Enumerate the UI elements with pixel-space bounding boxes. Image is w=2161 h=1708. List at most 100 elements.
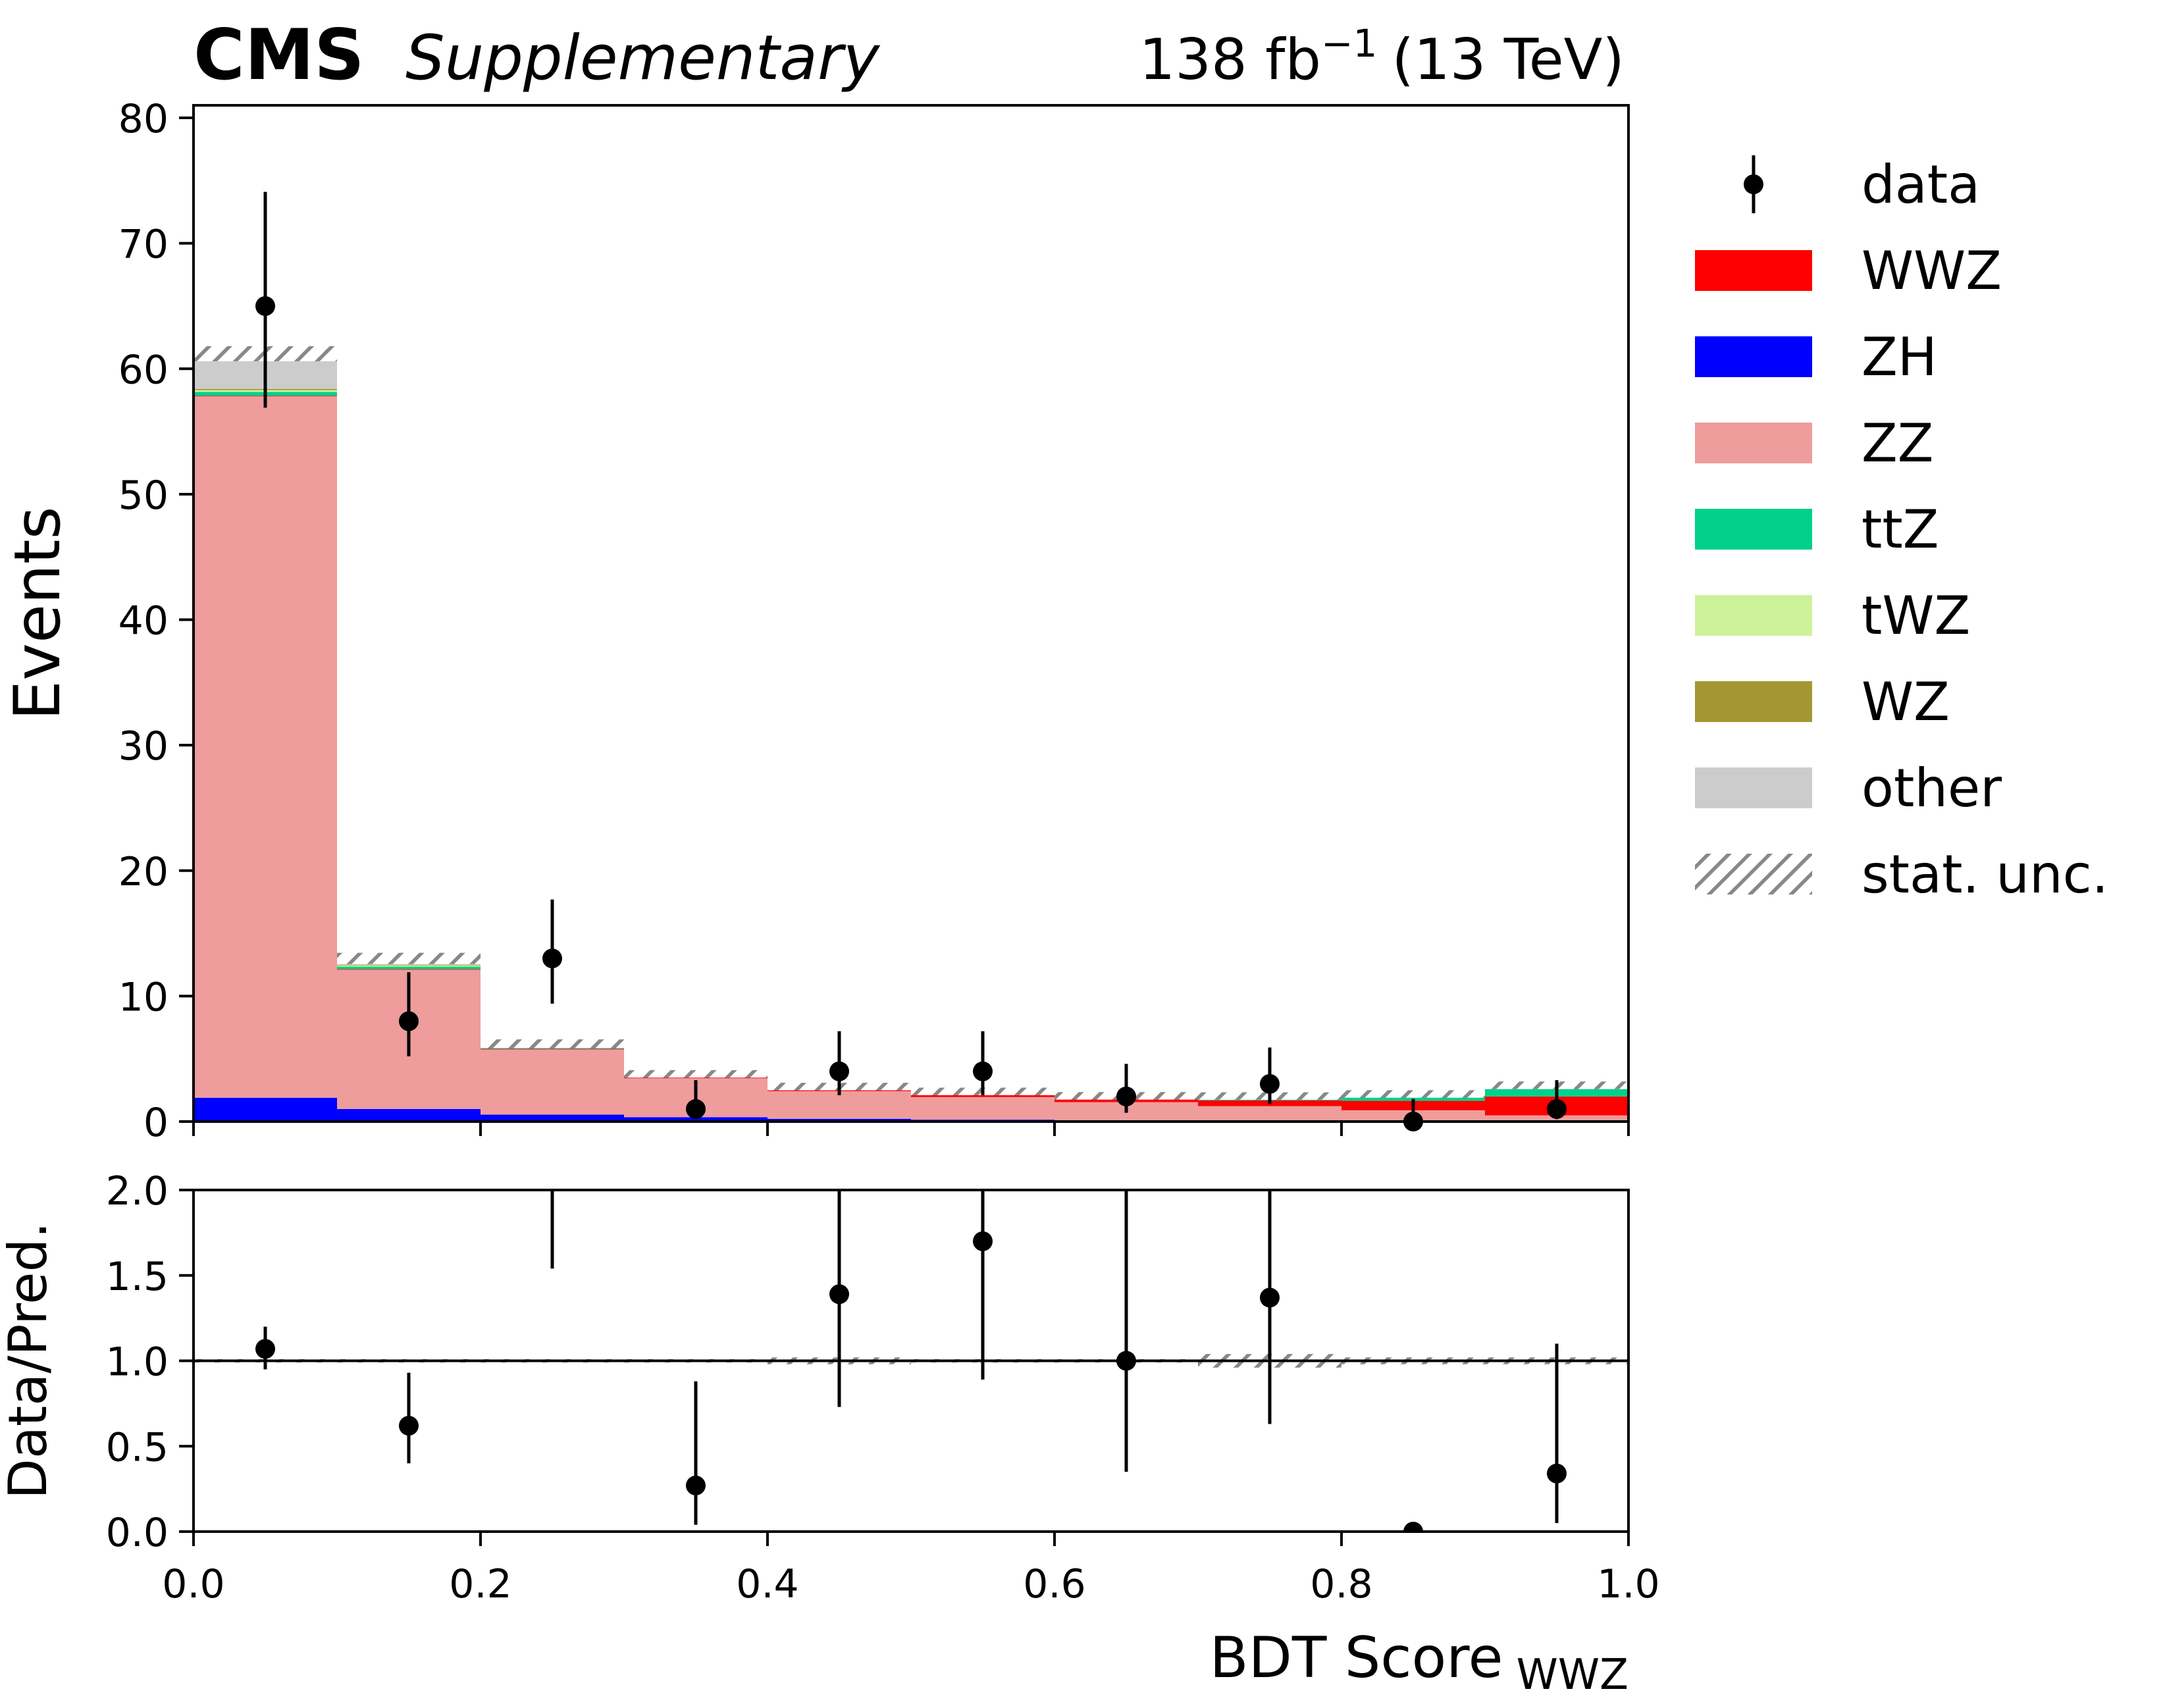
bar-zz-bin-5	[911, 1097, 1054, 1120]
bar-zz-bin-4	[768, 1091, 911, 1119]
ratio-y-tick-label: 2.0	[106, 1168, 169, 1214]
stat-unc-bin-3	[624, 1070, 768, 1078]
bar-zh-bin-2	[481, 1114, 624, 1122]
lumi-exponent: −1	[1321, 21, 1378, 66]
data-point	[542, 948, 562, 969]
x-tick-label: 1.0	[1597, 1561, 1659, 1607]
legend-item-twz: tWZ	[1695, 585, 1970, 646]
lumi-energy: (13 TeV)	[1392, 27, 1625, 93]
legend-label: tWZ	[1862, 585, 1970, 646]
ratio-points	[255, 1163, 1567, 1532]
data-point	[399, 1011, 419, 1031]
main-plot-frame	[192, 104, 1630, 1123]
legend-item-data: data	[1744, 154, 1980, 215]
x-axis-title: BDT Score WWZ	[1210, 1625, 1628, 1699]
x-tick-label: 0.0	[162, 1561, 224, 1607]
legend-item-stat-unc-: stat. unc.	[1695, 844, 2108, 905]
ratio-point	[255, 1339, 275, 1359]
ratio-y-tick-label: 0.5	[106, 1424, 169, 1470]
ratio-point	[973, 1231, 993, 1251]
bar-ttz-bin-1	[337, 966, 481, 970]
bar-zz-bin-7	[1198, 1106, 1341, 1121]
lumi-label: 138 fb−1 (13 TeV)	[1139, 21, 1625, 93]
legend-label: ttZ	[1862, 499, 1939, 560]
x-tick-label: 0.6	[1023, 1561, 1085, 1607]
legend-label: data	[1862, 154, 1980, 215]
y-tick-label: 70	[118, 222, 169, 268]
bar-wwz-bin-2	[481, 1048, 624, 1050]
ratio-point	[829, 1284, 849, 1305]
legend-item-zz: ZZ	[1695, 413, 1934, 474]
bar-twz-bin-1	[337, 965, 481, 967]
data-point	[255, 296, 275, 316]
bar-zz-bin-0	[194, 396, 337, 1098]
ratio-y-axis: 0.0 0.5 1.0 1.5 2.0	[106, 1168, 194, 1556]
cms-label: CMS	[194, 14, 365, 95]
bar-wz-bin-1	[337, 964, 481, 966]
data-point	[829, 1061, 849, 1081]
data-points	[255, 192, 1567, 1131]
legend-label: ZZ	[1862, 413, 1934, 474]
y-tick-label: 20	[118, 849, 169, 895]
bar-wwz-bin-3	[624, 1077, 768, 1079]
ratio-y-axis-title: Data/Pred.	[0, 1222, 59, 1499]
legend: data WWZ ZH ZZ ttZ tWZ WZ other stat. unc.	[1695, 154, 2108, 905]
legend-swatch	[1695, 854, 1812, 894]
legend-swatch	[1695, 423, 1812, 463]
main-y-axis-title: Events	[1, 506, 74, 720]
ratio-x-axis: 0.0 0.2 0.4 0.6 0.8 1.0	[162, 1532, 1660, 1607]
bar-zh-bin-3	[624, 1117, 768, 1122]
data-point	[1547, 1099, 1567, 1119]
legend-item-zh: ZH	[1695, 326, 1937, 388]
x-axis-title-sub: WWZ	[1517, 1651, 1628, 1699]
data-point	[973, 1061, 993, 1081]
bar-zh-bin-0	[194, 1097, 337, 1122]
y-tick-label: 30	[118, 723, 169, 769]
ratio-point	[542, 1163, 562, 1183]
y-tick-label: 40	[118, 598, 169, 644]
bar-zh-bin-4	[768, 1118, 911, 1122]
legend-swatch	[1695, 767, 1812, 808]
x-tick-label: 0.4	[736, 1561, 798, 1607]
legend-swatch	[1695, 681, 1812, 722]
legend-swatch	[1695, 509, 1812, 550]
data-point	[1116, 1086, 1136, 1106]
ratio-point	[1403, 1522, 1423, 1532]
stat-unc-bin-8	[1341, 1090, 1485, 1098]
legend-data-marker	[1744, 174, 1763, 194]
ratio-y-tick-label: 0.0	[106, 1510, 169, 1556]
stat-unc-bin-2	[481, 1039, 624, 1048]
ratio-point	[686, 1475, 706, 1495]
legend-label: WWZ	[1862, 240, 2002, 301]
ratio-y-tick-label: 1.0	[106, 1339, 169, 1385]
y-tick-label: 0	[143, 1100, 169, 1146]
main-y-axis: 0 10 20 30 40 50 60 70 80	[118, 96, 194, 1146]
main-panel: 0 10 20 30 40 50 60 70 80 Events	[1, 96, 1630, 1146]
bar-wwz-bin-5	[911, 1095, 1054, 1097]
data-point	[686, 1099, 706, 1119]
x-axis-title-main: BDT Score	[1210, 1625, 1503, 1691]
ratio-point	[1260, 1287, 1280, 1308]
ratio-point	[399, 1416, 419, 1436]
legend-label: WZ	[1862, 671, 1950, 733]
legend-label: stat. unc.	[1862, 844, 2108, 905]
data-point	[1260, 1074, 1280, 1094]
legend-swatch	[1695, 595, 1812, 636]
bar-wwz-bin-1	[337, 969, 481, 970]
y-tick-label: 80	[118, 96, 169, 142]
ratio-point	[1547, 1463, 1567, 1484]
stat-unc-bin-1	[337, 952, 481, 964]
x-tick-label: 0.2	[449, 1561, 511, 1607]
legend-swatch	[1695, 336, 1812, 377]
ratio-point	[1116, 1351, 1136, 1371]
lumi-value: 138 fb	[1139, 27, 1321, 93]
legend-item-other: other	[1695, 758, 2002, 819]
y-tick-label: 10	[118, 974, 169, 1020]
y-tick-label: 60	[118, 347, 169, 393]
x-tick-label: 0.8	[1310, 1561, 1372, 1607]
supplementary-label: Supplementary	[405, 22, 881, 94]
y-tick-label: 50	[118, 473, 169, 519]
legend-item-ttz: ttZ	[1695, 499, 1939, 560]
bar-zh-bin-1	[337, 1108, 481, 1122]
